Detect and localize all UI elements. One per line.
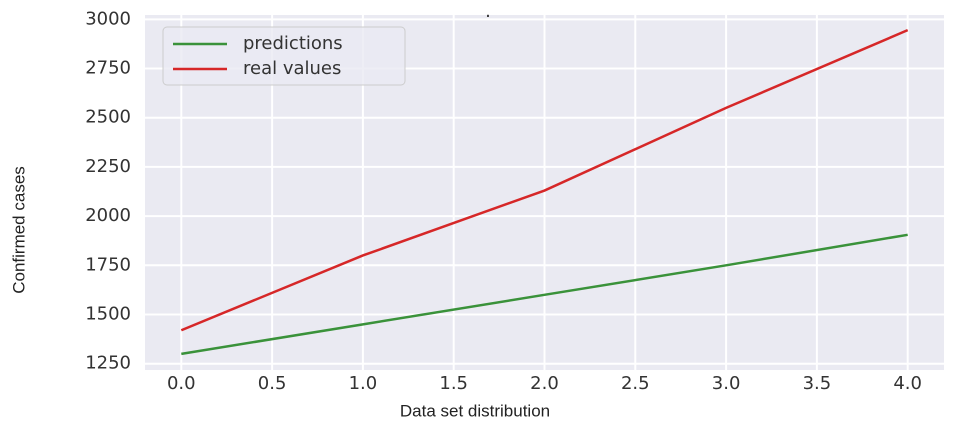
line-series: [181, 233, 908, 356]
x-tick-label: 2.5: [621, 373, 650, 394]
legend-label: predictions: [243, 33, 343, 54]
y-tick-label: 2500: [85, 107, 131, 128]
y-tick-label: 3000: [85, 8, 131, 29]
x-tick-label: 0.5: [258, 373, 287, 394]
legend-label: real values: [243, 58, 341, 79]
x-tick-label: 3.5: [803, 373, 832, 394]
x-tick-label: 1.5: [439, 373, 468, 394]
y-tick-label: 1750: [85, 254, 131, 275]
chart-title: .: [485, 1, 491, 22]
y-tick-label: 2750: [85, 58, 131, 79]
y-tick-label: 1500: [85, 304, 131, 325]
x-tick-label: 0.0: [167, 373, 196, 394]
y-tick-label: 2000: [85, 205, 131, 226]
y-tick-label: 1250: [85, 353, 131, 374]
x-tick-label: 4.0: [893, 373, 922, 394]
x-tick-label: 1.0: [349, 373, 378, 394]
x-tick-label: 3.0: [712, 373, 741, 394]
x-tick-label: 2.0: [530, 373, 559, 394]
y-tick-label: 2250: [85, 156, 131, 177]
y-axis-label: Confirmed cases: [9, 166, 28, 294]
legend-box: [162, 26, 406, 86]
x-axis-label: Data set distribution: [400, 401, 550, 420]
line-series: [180, 29, 909, 332]
